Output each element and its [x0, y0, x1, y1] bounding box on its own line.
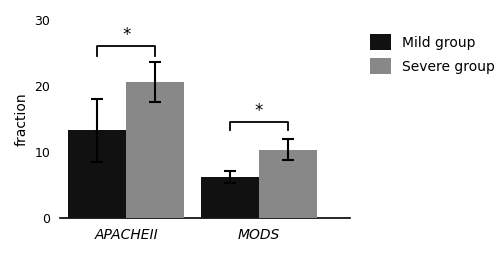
Bar — [201, 177, 259, 218]
Bar — [68, 130, 126, 218]
Bar — [259, 150, 317, 218]
Text: *: * — [122, 26, 130, 44]
Legend: Mild group, Severe group: Mild group, Severe group — [362, 27, 500, 81]
Text: *: * — [254, 103, 263, 121]
Bar — [126, 82, 184, 218]
Y-axis label: fraction: fraction — [15, 92, 29, 146]
